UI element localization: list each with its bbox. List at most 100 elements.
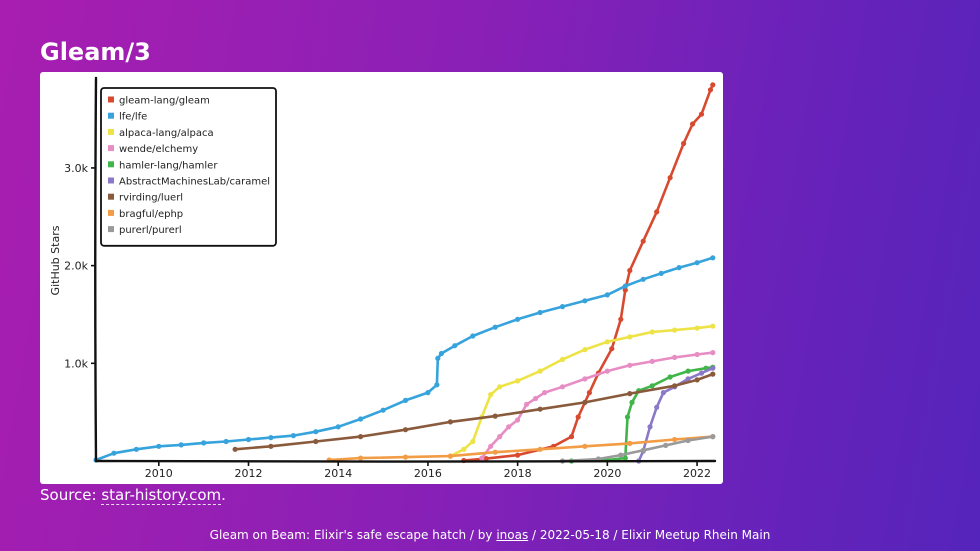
data-point <box>649 383 655 389</box>
data-point <box>568 434 575 440</box>
data-point <box>710 255 716 261</box>
data-point <box>685 376 691 382</box>
data-point <box>609 346 615 352</box>
data-point <box>685 368 691 374</box>
data-point <box>533 395 539 402</box>
series-line <box>449 324 715 458</box>
series-line <box>462 83 715 462</box>
author-link[interactable]: inoas <box>496 528 529 542</box>
series-line <box>637 366 715 463</box>
data-point <box>492 324 498 330</box>
data-point <box>604 339 610 345</box>
legend-swatch <box>108 112 114 119</box>
data-point <box>694 260 700 266</box>
data-point <box>618 316 624 322</box>
data-point <box>698 370 705 376</box>
data-point <box>582 347 588 353</box>
legend-label: purerl/purerl <box>119 225 182 236</box>
y-axis-label: GitHub Stars <box>49 225 62 295</box>
data-point <box>515 378 521 384</box>
data-point <box>694 351 700 358</box>
series-3 <box>479 350 716 461</box>
x-tick-label: 2020 <box>593 467 621 480</box>
data-point <box>479 455 485 461</box>
data-point <box>488 392 494 398</box>
data-point <box>245 436 252 443</box>
data-point <box>133 446 139 452</box>
data-point <box>402 427 409 433</box>
data-point <box>710 371 716 377</box>
data-point <box>640 447 646 453</box>
legend-swatch <box>108 145 114 152</box>
series-layer <box>93 82 716 464</box>
data-point <box>627 391 633 397</box>
data-point <box>690 121 696 127</box>
data-point <box>694 377 700 383</box>
legend-label: alpaca-lang/alpaca <box>119 128 214 139</box>
data-point <box>640 238 646 244</box>
y-tick-label: 1.0k <box>64 357 88 370</box>
data-point <box>358 455 364 461</box>
data-point <box>223 438 229 445</box>
data-point <box>537 309 543 316</box>
footer: Gleam on Beam: Elixir's safe escape hatc… <box>0 528 980 542</box>
data-point <box>492 449 498 455</box>
data-point <box>672 354 678 360</box>
data-point <box>156 443 162 449</box>
data-point <box>647 424 653 430</box>
data-point <box>178 442 184 448</box>
legend-swatch <box>108 177 114 184</box>
series-1 <box>93 255 716 463</box>
y-tick-label: 3.0k <box>64 162 88 175</box>
data-point <box>694 325 700 331</box>
data-point <box>461 446 467 452</box>
legend-swatch <box>108 226 114 233</box>
data-point <box>710 350 716 356</box>
y-axis-line <box>94 76 98 463</box>
data-point <box>582 298 588 304</box>
source-line: Source: star-history.com. <box>40 486 226 505</box>
data-point <box>524 401 530 407</box>
data-point <box>506 424 512 430</box>
data-point <box>201 440 207 446</box>
data-point <box>604 368 610 374</box>
data-point <box>111 450 117 456</box>
source-suffix: . <box>221 486 226 504</box>
data-point <box>559 304 566 310</box>
data-point <box>559 356 566 362</box>
legend-swatch <box>108 161 114 168</box>
data-point <box>380 407 386 413</box>
data-point <box>710 434 716 440</box>
axis-layer: 2010 2012 2014 2016 2018 2020 2022 1.0k 2.0k 3.0k… <box>49 76 717 480</box>
data-point <box>672 436 678 443</box>
star-history-chart: 2010 2012 2014 2016 2018 2020 2022 1.0k 2.0k 3.0k… <box>49 76 717 480</box>
footer-post: / 2022-05-18 / Elixir Meetup Rhein Main <box>528 528 771 542</box>
legend-label: bragful/ephp <box>119 209 183 220</box>
data-point <box>497 434 503 440</box>
series-line <box>327 435 715 462</box>
legend-label: wende/elchemy <box>119 144 198 155</box>
data-point <box>358 434 364 440</box>
legend: gleam-lang/gleam lfe/lfe alpaca-lang/alpac… <box>100 87 277 247</box>
data-point <box>537 406 543 412</box>
data-point <box>667 175 673 181</box>
data-point <box>667 374 673 380</box>
legend-swatch <box>108 96 114 103</box>
data-point <box>515 316 521 322</box>
data-point <box>663 442 669 448</box>
data-point <box>447 419 453 425</box>
x-tick-label: 2014 <box>324 467 352 480</box>
source-link[interactable]: star-history.com <box>101 486 222 505</box>
legend-swatch <box>108 209 114 216</box>
data-point <box>622 455 628 461</box>
x-tick-label: 2010 <box>145 467 173 480</box>
data-point <box>627 362 633 368</box>
series-0 <box>461 82 716 464</box>
data-point <box>654 404 660 410</box>
data-point <box>672 383 678 389</box>
data-point <box>358 416 364 422</box>
legend-label: gleam-lang/gleam <box>119 96 210 107</box>
data-point <box>402 397 409 403</box>
data-point <box>618 452 624 458</box>
data-point <box>313 438 319 445</box>
